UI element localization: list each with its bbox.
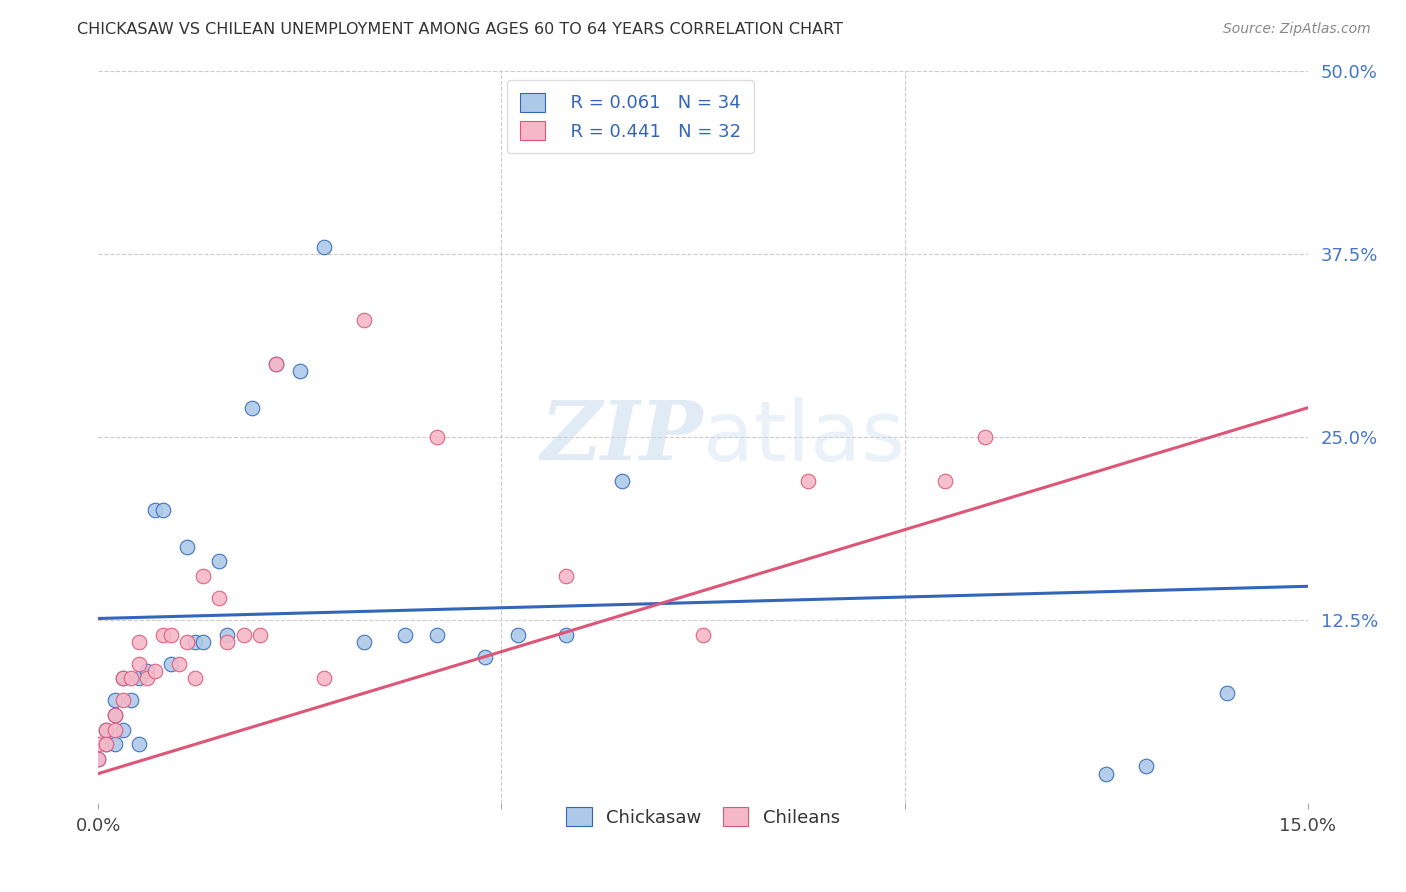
Text: Source: ZipAtlas.com: Source: ZipAtlas.com [1223, 22, 1371, 37]
Point [128, 635, 150, 649]
Point [111, 672, 134, 686]
Point [506, 627, 529, 641]
Text: ZIP: ZIP [540, 397, 703, 477]
Point [135, 664, 157, 678]
Point [217, 635, 239, 649]
Point [143, 503, 166, 517]
Point [135, 672, 157, 686]
Point [426, 430, 449, 444]
Point [217, 627, 239, 641]
Point [1095, 766, 1118, 780]
Point [103, 708, 125, 723]
Point [934, 474, 956, 488]
Point [96, 737, 118, 751]
Point [555, 627, 578, 641]
Point [232, 627, 254, 641]
Point [474, 649, 496, 664]
Point [184, 635, 207, 649]
Point [103, 737, 125, 751]
Point [288, 364, 311, 378]
Point [111, 693, 134, 707]
Point [184, 672, 207, 686]
Point [612, 474, 634, 488]
Text: atlas: atlas [703, 397, 904, 477]
Point [128, 657, 150, 671]
Point [167, 657, 190, 671]
Point [314, 240, 336, 254]
Point [128, 672, 150, 686]
Point [193, 635, 215, 649]
Point [103, 708, 125, 723]
Point [353, 313, 375, 327]
Point [264, 357, 287, 371]
Point [160, 657, 183, 671]
Point [208, 554, 231, 568]
Point [120, 672, 142, 686]
Point [264, 357, 287, 371]
Point [87, 737, 110, 751]
Point [87, 752, 110, 766]
Point [103, 693, 125, 707]
Point [1216, 686, 1239, 700]
Point [353, 635, 375, 649]
Point [208, 591, 231, 605]
Point [314, 672, 336, 686]
Point [176, 540, 198, 554]
Point [143, 664, 166, 678]
Point [394, 627, 416, 641]
Point [426, 627, 449, 641]
Point [160, 627, 183, 641]
Text: CHICKASAW VS CHILEAN UNEMPLOYMENT AMONG AGES 60 TO 64 YEARS CORRELATION CHART: CHICKASAW VS CHILEAN UNEMPLOYMENT AMONG … [77, 22, 844, 37]
Point [692, 627, 714, 641]
Point [176, 635, 198, 649]
Point [120, 693, 142, 707]
Point [193, 569, 215, 583]
Point [249, 627, 271, 641]
Point [555, 569, 578, 583]
Point [240, 401, 263, 415]
Point [87, 752, 110, 766]
Point [797, 474, 820, 488]
Point [111, 672, 134, 686]
Point [152, 627, 174, 641]
Point [103, 723, 125, 737]
Point [1135, 759, 1157, 773]
Point [96, 737, 118, 751]
Point [974, 430, 997, 444]
Point [111, 723, 134, 737]
Point [152, 503, 174, 517]
Point [96, 723, 118, 737]
Point [128, 737, 150, 751]
Legend: Chickasaw, Chileans: Chickasaw, Chileans [555, 797, 851, 838]
Point [96, 723, 118, 737]
